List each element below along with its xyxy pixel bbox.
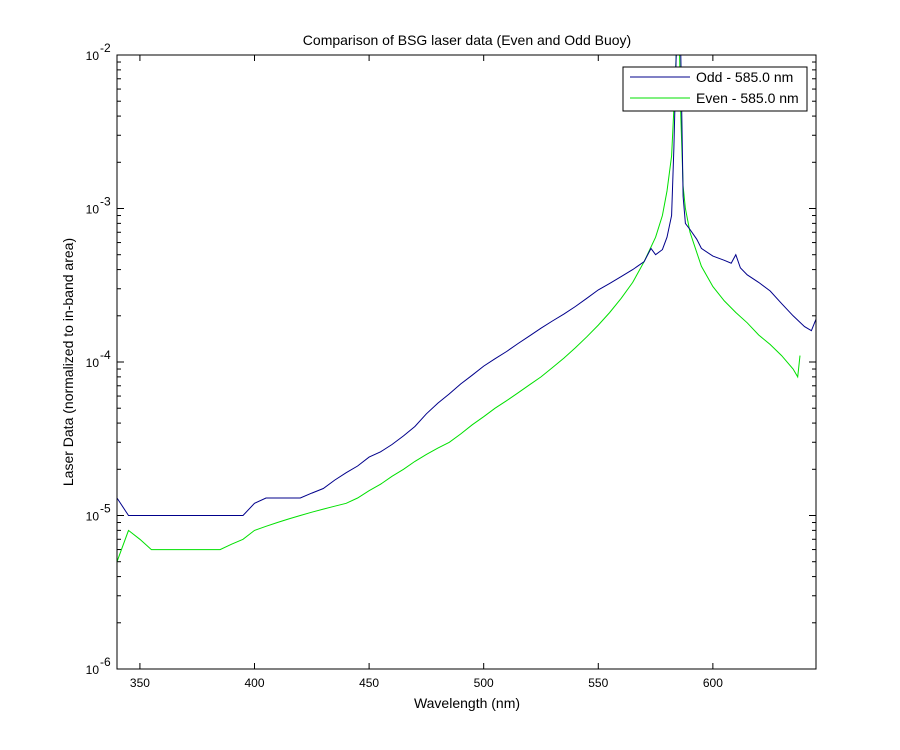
x-tick-label: 350 [130, 676, 150, 690]
x-axis-title: Wavelength (nm) [414, 695, 520, 711]
series-line-odd [117, 55, 816, 516]
y-tick-label: 10 [86, 663, 100, 677]
legend: Odd - 585.0 nm Even - 585.0 nm [622, 66, 808, 112]
chart-title: Comparison of BSG laser data (Even and O… [303, 32, 631, 48]
series-lines [117, 55, 816, 562]
legend-label-even: Even - 585.0 nm [696, 90, 799, 106]
y-tick-exponent: -3 [100, 195, 111, 209]
y-tick-label: 10 [86, 203, 100, 217]
y-tick-exponent: -4 [100, 348, 111, 362]
y-tick-exponent: -2 [100, 41, 111, 55]
y-tick-label: 10 [86, 356, 100, 370]
series-line-even [117, 55, 801, 562]
legend-label-odd: Odd - 585.0 nm [696, 69, 793, 85]
x-tick-label: 550 [588, 676, 608, 690]
y-tick-exponent: -6 [100, 655, 111, 669]
x-tick-label: 450 [359, 676, 379, 690]
x-tick-label: 600 [703, 676, 723, 690]
plot-area [116, 54, 817, 670]
legend-box [622, 66, 808, 112]
y-tick-label: 10 [86, 510, 100, 524]
x-tick-label: 400 [244, 676, 264, 690]
y-tick-label: 10 [86, 49, 100, 63]
x-tick-label: 500 [474, 676, 494, 690]
y-axis-title: Laser Data (normalized to in-band area) [60, 238, 76, 486]
y-tick-exponent: -5 [100, 502, 111, 516]
